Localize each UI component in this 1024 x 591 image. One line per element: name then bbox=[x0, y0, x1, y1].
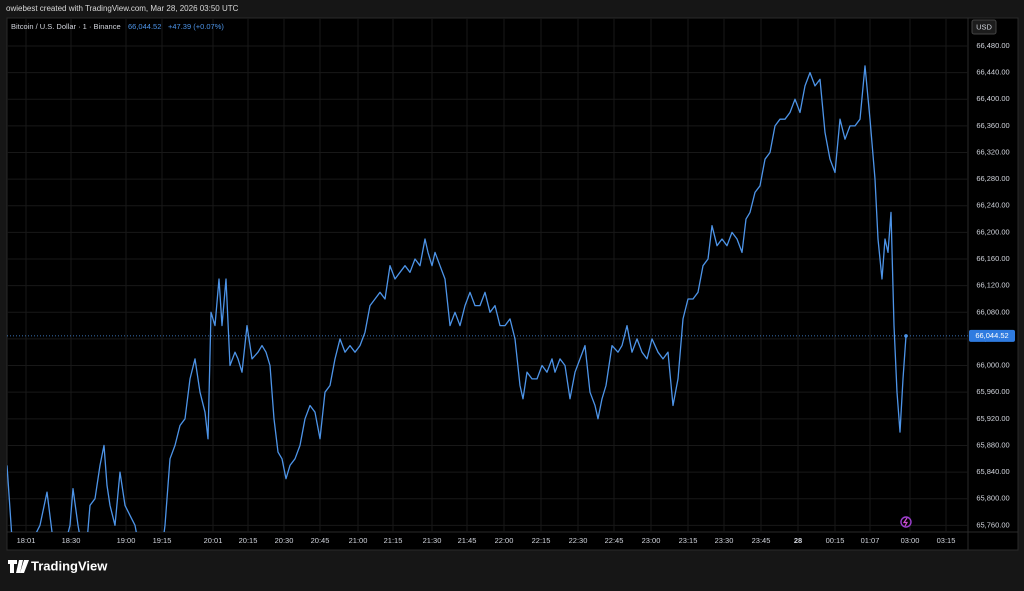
legend-change: +47.39 (+0.07%) bbox=[168, 22, 224, 31]
x-tick-label: 03:00 bbox=[901, 536, 920, 545]
x-tick-label: 18:30 bbox=[62, 536, 81, 545]
y-tick-label: 65,760.00 bbox=[976, 520, 1009, 529]
x-tick-label: 23:30 bbox=[715, 536, 734, 545]
x-tick-label: 23:45 bbox=[752, 536, 771, 545]
event-icon-bolt bbox=[902, 517, 909, 527]
last-price-badge bbox=[969, 329, 1015, 342]
y-tick-label: 66,200.00 bbox=[976, 227, 1009, 236]
x-tick-label: 20:30 bbox=[275, 536, 294, 545]
chart-panel bbox=[6, 17, 1019, 551]
x-tick-label: 21:00 bbox=[349, 536, 368, 545]
y-tick-label: 65,840.00 bbox=[976, 467, 1009, 476]
y-tick-label: 66,120.00 bbox=[976, 281, 1009, 290]
y-tick-label: 66,440.00 bbox=[976, 68, 1009, 77]
y-tick-label: 66,000.00 bbox=[976, 361, 1009, 370]
x-tick-label: 20:15 bbox=[239, 536, 258, 545]
x-tick-label: 20:01 bbox=[204, 536, 223, 545]
brand: TradingView bbox=[31, 558, 108, 573]
y-tick-label: 66,480.00 bbox=[976, 41, 1009, 50]
currency[interactable]: USD bbox=[976, 22, 992, 31]
currency-box[interactable] bbox=[971, 19, 997, 35]
x-tick-label: 03:15 bbox=[937, 536, 956, 545]
y-tick-label: 66,160.00 bbox=[976, 254, 1009, 263]
y-tick-label: 66,360.00 bbox=[976, 121, 1009, 130]
y-tick-label: 66,280.00 bbox=[976, 174, 1009, 183]
x-tick-label: 23:15 bbox=[679, 536, 698, 545]
y-tick-label: 66,080.00 bbox=[976, 307, 1009, 316]
x-tick-label: 18:01 bbox=[17, 536, 36, 545]
y-tick-label: 65,800.00 bbox=[976, 494, 1009, 503]
x-tick-label: 22:15 bbox=[532, 536, 551, 545]
x-tick-label: 01:07 bbox=[861, 536, 880, 545]
x-tick-label: 22:45 bbox=[605, 536, 624, 545]
x-tick-label: 22:30 bbox=[569, 536, 588, 545]
x-tick-label: 28 bbox=[794, 536, 802, 545]
x-tick-label: 00:15 bbox=[826, 536, 845, 545]
x-tick-label: 20:45 bbox=[311, 536, 330, 545]
y-tick-label: 65,920.00 bbox=[976, 414, 1009, 423]
x-tick-label: 19:15 bbox=[153, 536, 172, 545]
x-tick-label: 21:30 bbox=[423, 536, 442, 545]
x-tick-label: 19:00 bbox=[117, 536, 136, 545]
event-icon[interactable] bbox=[900, 516, 912, 528]
last-point bbox=[904, 334, 908, 338]
symbol: Bitcoin / U.S. Dollar · 1 · Binance bbox=[11, 22, 121, 31]
y-tick-label: 66,320.00 bbox=[976, 147, 1009, 156]
y-tick-label: 65,960.00 bbox=[976, 387, 1009, 396]
y-tick-label: 65,880.00 bbox=[976, 440, 1009, 449]
last-price-label: 66,044.52 bbox=[975, 331, 1008, 340]
attribution: owiebest created with TradingView.com, M… bbox=[6, 4, 239, 13]
brand-logo bbox=[8, 560, 29, 573]
y-tick-label: 66,400.00 bbox=[976, 94, 1009, 103]
x-tick-label: 23:00 bbox=[642, 536, 661, 545]
legend-price: 66,044.52 bbox=[128, 22, 161, 31]
x-tick-label: 21:45 bbox=[458, 536, 477, 545]
price-line bbox=[7, 65, 907, 532]
y-tick-label: 66,240.00 bbox=[976, 201, 1009, 210]
x-tick-label: 22:00 bbox=[495, 536, 514, 545]
x-tick-label: 21:15 bbox=[384, 536, 403, 545]
